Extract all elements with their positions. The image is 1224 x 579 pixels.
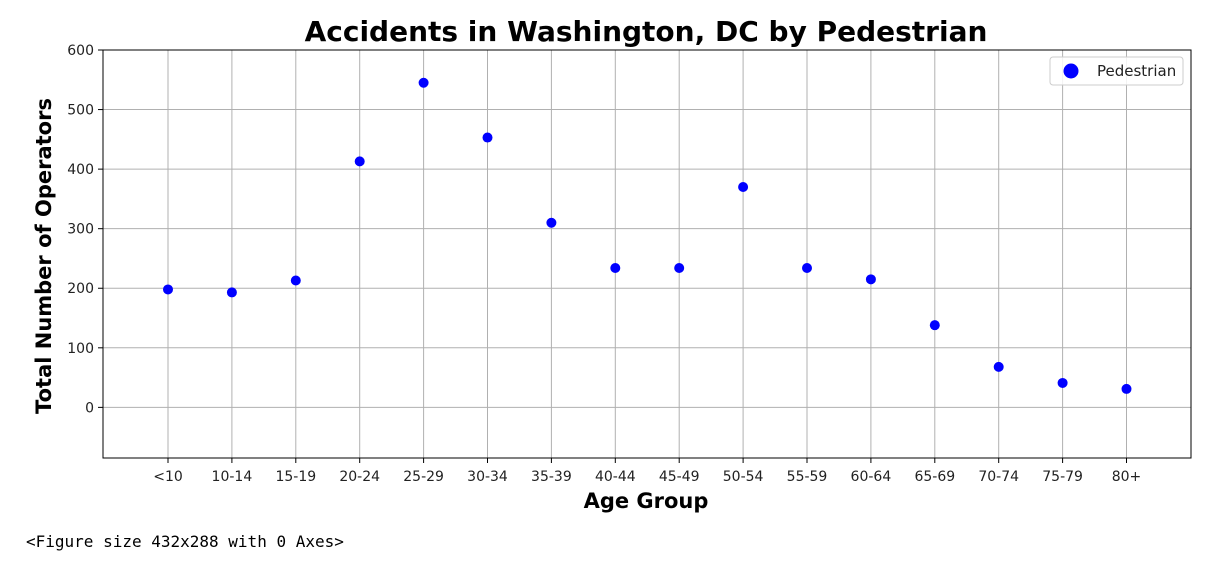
x-tick-label: 80+ [1112,469,1142,485]
x-tick-label: 25-29 [403,469,444,485]
x-tick-label: 75-79 [1042,469,1083,485]
data-point [1057,377,1068,388]
data-point [290,275,301,286]
x-axis-label: Age Group [584,489,709,513]
y-tick-label: 400 [67,162,94,178]
data-point [418,77,429,88]
axis-ticks: 0 100 200 300 400 500 600 <10 10-14 15-19 20-24 25-… [67,43,1141,485]
x-tick-label: 70-74 [978,469,1019,485]
data-point [674,262,685,273]
x-tick-label: 15-19 [275,469,316,485]
data-point [1121,383,1132,394]
x-tick-label: 45-49 [659,469,700,485]
legend-box [1049,56,1184,86]
y-axis-label: Total Number of Operators [32,98,56,414]
data-point [482,132,493,143]
y-tick-label: 200 [67,281,94,297]
x-tick-label: 40-44 [595,469,636,485]
y-tick-label: 300 [67,222,94,238]
y-tick-label: 0 [85,400,94,416]
data-point [738,181,749,192]
data-points [163,77,1132,394]
data-point [993,361,1004,372]
x-tick-label: 55-59 [787,469,828,485]
data-point [865,274,876,285]
x-tick-label: 60-64 [851,469,892,485]
data-point [546,217,557,228]
chart-title: Accidents in Washington, DC by Pedestria… [305,15,988,48]
y-tick-label: 600 [67,43,94,59]
scatter-chart: 0 100 200 300 400 500 600 <10 10-14 15-19 20-24 25-… [32,15,1192,513]
data-point [354,156,365,167]
x-tick-label: 50-54 [723,469,764,485]
y-tick-label: 500 [67,103,94,119]
legend-label-pedestrian: Pedestrian [1097,62,1176,80]
data-point [610,262,621,273]
legend: Pedestrian [1049,56,1184,86]
x-tick-label: 30-34 [467,469,508,485]
figure-caption: <Figure size 432x288 with 0 Axes> [26,532,344,551]
plot-frame [102,49,1192,459]
legend-marker-pedestrian [1063,63,1079,79]
data-point [929,320,940,331]
data-point [226,287,237,298]
y-tick-label: 100 [67,341,94,357]
data-point [163,284,173,295]
x-tick-label: 35-39 [531,469,572,485]
grid-lines [103,49,1191,458]
x-tick-label: 65-69 [914,469,955,485]
x-tick-label: 20-24 [339,469,380,485]
data-point [802,262,812,273]
x-tick-label: <10 [153,469,183,485]
x-tick-label: 10-14 [212,469,253,485]
